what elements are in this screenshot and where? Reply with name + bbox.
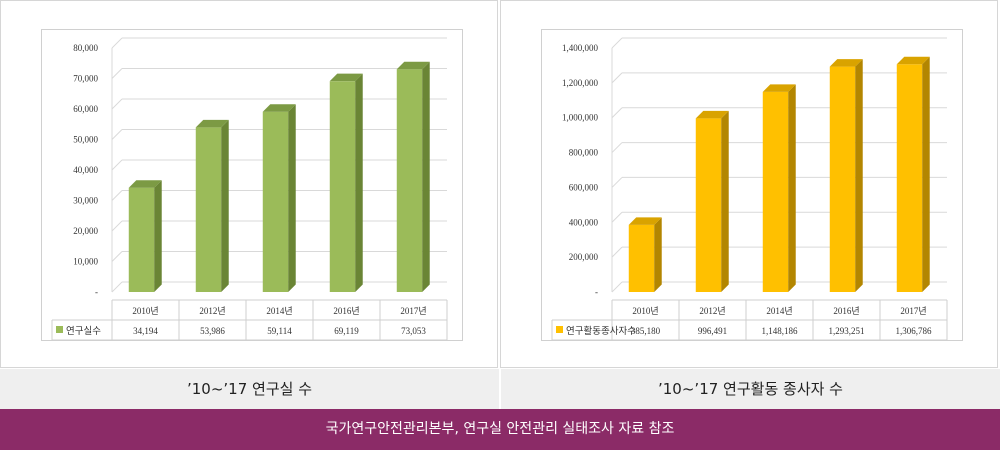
gridline-depth bbox=[111, 220, 123, 232]
y-tick-label: 200,000 bbox=[569, 252, 599, 262]
bar bbox=[628, 224, 655, 292]
bar-side bbox=[788, 84, 796, 292]
data-label: 385,180 bbox=[631, 326, 661, 336]
bar-side bbox=[654, 217, 662, 292]
y-tick-label: 20,000 bbox=[73, 226, 98, 236]
x-tick-label: 2016년 bbox=[333, 306, 359, 316]
bar bbox=[195, 127, 222, 292]
x-tick-label: 2014년 bbox=[266, 306, 292, 316]
x-tick-label: 2014년 bbox=[766, 306, 792, 316]
bar-top bbox=[695, 110, 729, 119]
gridline-depth bbox=[611, 211, 623, 223]
gridline-depth bbox=[611, 37, 623, 49]
gridline-depth bbox=[611, 107, 623, 119]
bar-top bbox=[762, 84, 796, 92]
chart-panel-researcher-count: - 200,000 400,000 600,000 800,000 1,000,000 1,… bbox=[500, 0, 998, 368]
bar-top bbox=[628, 217, 662, 225]
gridline-depth bbox=[111, 129, 123, 140]
bar-top bbox=[195, 119, 229, 128]
y-tick-label: 80,000 bbox=[73, 43, 98, 53]
bar-side bbox=[154, 180, 162, 292]
y-tick-label: 50,000 bbox=[73, 135, 98, 145]
data-label: 53,986 bbox=[200, 326, 225, 336]
data-label: 69,119 bbox=[334, 326, 359, 336]
gridline-depth bbox=[111, 68, 123, 79]
y-tick-label: 60,000 bbox=[73, 104, 98, 114]
x-tick-label: 2017년 bbox=[400, 306, 426, 316]
bar-side bbox=[355, 73, 363, 293]
legend-swatch bbox=[56, 326, 63, 333]
bar-side bbox=[422, 61, 430, 292]
gridline-depth bbox=[611, 246, 623, 258]
y-tick-label: 1,000,000 bbox=[562, 113, 599, 123]
gridline-depth bbox=[111, 251, 123, 262]
data-label: 73,053 bbox=[401, 326, 426, 336]
bar bbox=[128, 187, 155, 292]
legend-swatch bbox=[556, 326, 563, 333]
chart-caption-researcher-count: ’10~’17 연구활동 종사자 수 bbox=[501, 369, 1000, 409]
data-label: 1,293,251 bbox=[829, 326, 865, 336]
chart-caption-lab-count: ’10~’17 연구실 수 bbox=[0, 369, 499, 409]
data-label: 996,491 bbox=[698, 326, 727, 336]
y-tick-label: 70,000 bbox=[73, 74, 98, 84]
bar-side bbox=[288, 104, 296, 292]
legend-series-name: 연구실수 bbox=[66, 326, 101, 337]
bar bbox=[695, 118, 722, 292]
x-tick-label: 2010년 bbox=[632, 306, 658, 316]
chart-panel-lab-count: - 10,000 20,000 30,000 40,000 50,000 60,000 70,… bbox=[0, 0, 498, 368]
y-tick-label: - bbox=[95, 287, 98, 297]
bar-top bbox=[829, 59, 863, 67]
chart-frame-researcher-count: - 200,000 400,000 600,000 800,000 1,000,000 1,… bbox=[541, 29, 963, 341]
data-label: 1,148,186 bbox=[762, 326, 799, 336]
gridline-depth bbox=[111, 281, 123, 293]
bar bbox=[762, 91, 789, 292]
bar bbox=[262, 111, 289, 292]
bar-chart-lab-count: - 10,000 20,000 30,000 40,000 50,000 60,000 70,… bbox=[51, 37, 448, 340]
x-tick-label: 2012년 bbox=[199, 306, 225, 316]
x-tick-label: 2017년 bbox=[900, 306, 926, 316]
bar-top bbox=[329, 73, 363, 82]
chart-frame-lab-count: - 10,000 20,000 30,000 40,000 50,000 60,000 70,… bbox=[41, 29, 463, 341]
source-footer: 국가연구안전관리본부, 연구실 안전관리 실태조사 자료 참조 bbox=[0, 409, 1000, 450]
y-tick-label: 30,000 bbox=[73, 196, 98, 206]
y-tick-label: 1,200,000 bbox=[562, 78, 599, 88]
bar bbox=[329, 81, 356, 293]
x-tick-label: 2010년 bbox=[132, 306, 158, 316]
gridline-depth bbox=[111, 190, 123, 201]
bar-top bbox=[262, 104, 296, 112]
x-tick-label: 2012년 bbox=[699, 306, 725, 316]
data-label: 59,114 bbox=[267, 326, 292, 336]
data-label: 34,194 bbox=[133, 326, 158, 336]
bar bbox=[896, 64, 923, 292]
gridline-depth bbox=[611, 177, 623, 188]
y-tick-label: 400,000 bbox=[569, 217, 599, 227]
x-tick-label: 2016년 bbox=[833, 306, 859, 316]
bar-side bbox=[221, 119, 229, 292]
data-label: 1,306,786 bbox=[896, 326, 933, 336]
y-tick-label: - bbox=[595, 287, 598, 297]
bar-side bbox=[721, 110, 729, 292]
gridline-depth bbox=[611, 281, 623, 293]
gridline-depth bbox=[111, 98, 123, 110]
y-tick-label: 800,000 bbox=[569, 148, 599, 158]
bar-side bbox=[922, 56, 930, 293]
bar-top bbox=[128, 180, 162, 188]
legend-series-name: 연구활동종사자수 bbox=[566, 325, 636, 337]
bar-top bbox=[396, 61, 430, 70]
bar-chart-researcher-count: - 200,000 400,000 600,000 800,000 1,000,000 1,… bbox=[551, 37, 948, 340]
bar bbox=[396, 69, 423, 292]
gridline-depth bbox=[111, 159, 123, 171]
gridline-depth bbox=[111, 37, 123, 49]
gridline-depth bbox=[611, 72, 623, 84]
y-tick-label: 10,000 bbox=[73, 257, 98, 267]
gridline-depth bbox=[611, 142, 623, 153]
bar-top bbox=[896, 56, 930, 65]
y-tick-label: 1,400,000 bbox=[562, 43, 599, 53]
y-tick-label: 40,000 bbox=[73, 165, 98, 175]
bar bbox=[829, 66, 856, 292]
bar-side bbox=[855, 59, 863, 292]
y-tick-label: 600,000 bbox=[569, 182, 599, 192]
